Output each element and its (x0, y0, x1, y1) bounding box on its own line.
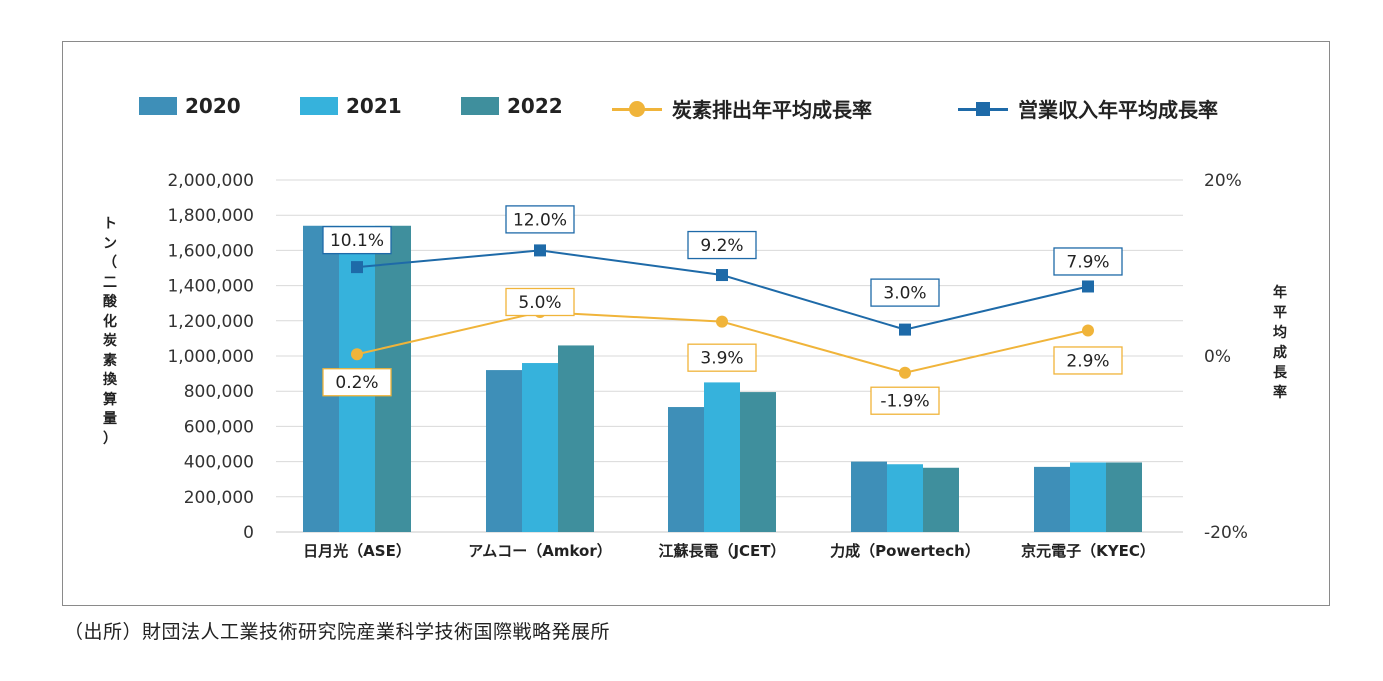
axis-title-char: 成 (1273, 345, 1287, 361)
axis-title-char: 換 (103, 372, 117, 388)
bar-2022 (1106, 462, 1142, 532)
marker-point (716, 315, 728, 328)
y-left-tick-label: 200,000 (184, 488, 254, 508)
marker-point (1082, 324, 1094, 337)
data-label: 3.9% (700, 349, 743, 369)
legend-label-2021: 2021 (346, 94, 402, 118)
bar-2022 (740, 392, 776, 532)
data-label: 0.2% (335, 373, 378, 393)
legend-label-2020: 2020 (185, 94, 241, 118)
axis-title-char: 年 (1273, 285, 1287, 301)
y-left-tick-label: 600,000 (184, 417, 254, 437)
axis-title-char: 率 (1273, 385, 1287, 401)
data-label: 7.9% (1066, 252, 1109, 272)
data-label-box (505, 205, 575, 234)
data-label-box (322, 225, 392, 255)
legend-label-2022: 2022 (507, 94, 563, 118)
data-label-box (322, 368, 392, 397)
y-left-tick-label: 1,600,000 (167, 241, 254, 261)
bar-2020 (1034, 466, 1070, 532)
marker-point (716, 269, 728, 282)
x-tick-label: 江蘇長電（JCET） (658, 542, 785, 560)
legend-item-2020: 2020 (139, 94, 241, 118)
legend-swatch-2020 (139, 97, 177, 115)
legend-item-2022: 2022 (461, 94, 563, 118)
bar-2021 (704, 382, 740, 532)
bar-2021 (1070, 462, 1106, 532)
x-tick-label: 日月光（ASE） (303, 542, 411, 560)
legend-swatch-2022 (461, 97, 499, 115)
y-axis-right-title: 年平均成長率 (1270, 283, 1290, 403)
legend-item-revenue-growth: 営業収入年平均成長率 (958, 94, 1218, 123)
chart-legend: 2020 2021 2022 炭素排出年平均成長率 営業収入年平均成長率 (0, 94, 1383, 124)
bar-2020 (851, 461, 887, 532)
bar-2022 (558, 345, 594, 532)
marker-point (534, 244, 546, 257)
axis-title-char: 化 (103, 313, 117, 330)
bar-2022 (923, 467, 959, 532)
data-label: 10.1% (330, 231, 384, 251)
data-label-box (687, 230, 757, 260)
axis-title-char: 算 (103, 391, 117, 408)
data-label-box (870, 386, 940, 415)
legend-line-revenue (958, 99, 1008, 119)
data-label: 3.0% (883, 284, 926, 304)
legend-label-carbon: 炭素排出年平均成長率 (672, 98, 872, 122)
data-label: 2.9% (1066, 351, 1109, 371)
bar-2020 (486, 370, 522, 532)
data-label: 5.0% (518, 293, 561, 313)
legend-swatch-2021 (300, 97, 338, 115)
marker-point (351, 348, 363, 361)
legend-label-revenue: 営業収入年平均成長率 (1018, 98, 1218, 122)
data-label-box (505, 287, 575, 317)
source-note: （出所）財団法人工業技術研究院産業科学技術国際戦略発展所 (64, 621, 611, 643)
data-label-box (1053, 346, 1123, 375)
axis-title-char: 均 (1273, 325, 1287, 341)
marker-point (351, 261, 363, 274)
axis-title-char: 炭 (103, 333, 117, 349)
axis-title-char: 素 (103, 352, 117, 369)
axis-title-char: 長 (1273, 365, 1287, 381)
y-left-tick-label: 2,000,000 (167, 171, 254, 191)
marker-point (1082, 280, 1094, 293)
y-left-tick-label: 1,800,000 (167, 206, 254, 226)
marker-point (899, 366, 911, 379)
axis-title-char: ） (103, 430, 117, 447)
axis-title-char: （ (103, 255, 117, 271)
y-right-tick-label: -20% (1204, 523, 1248, 543)
bar-2021 (522, 363, 558, 532)
data-label: 12.0% (513, 210, 567, 230)
y-right-tick-label: 20% (1204, 171, 1242, 191)
x-tick-label: アムコー（Amkor） (468, 542, 611, 560)
axis-title-char: 二 (103, 274, 117, 291)
bar-2020 (668, 407, 704, 532)
y-left-tick-label: 1,000,000 (167, 347, 254, 367)
y-left-tick-label: 0 (243, 523, 254, 543)
data-label-box (870, 278, 940, 307)
axis-title-char: ト (103, 216, 117, 232)
y-left-tick-label: 1,400,000 (167, 277, 254, 297)
x-tick-label: 京元電子（KYEC） (1021, 542, 1155, 560)
legend-item-2021: 2021 (300, 94, 402, 118)
y-right-tick-label: 0% (1204, 347, 1231, 367)
y-left-tick-label: 1,200,000 (167, 312, 254, 332)
data-label-box (1053, 247, 1123, 276)
data-label: -1.9% (880, 392, 929, 412)
y-axis-left-title: トン （ 二酸化炭素換算量 ） (100, 215, 120, 449)
marker-point (899, 323, 911, 336)
legend-item-carbon-growth: 炭素排出年平均成長率 (612, 94, 872, 123)
data-label-box (687, 343, 757, 372)
data-label: 9.2% (700, 236, 743, 256)
axis-title-char: 量 (103, 411, 117, 427)
y-left-tick-label: 400,000 (184, 453, 254, 473)
chart-frame (62, 41, 1330, 606)
bar-2021 (887, 464, 923, 532)
legend-line-carbon (612, 99, 662, 119)
axis-title-char: 平 (1273, 305, 1287, 321)
axis-title-char: 酸 (103, 294, 117, 310)
axis-title-char: ン (103, 235, 117, 252)
y-left-tick-label: 800,000 (184, 382, 254, 402)
x-tick-label: 力成（Powertech） (830, 542, 980, 560)
